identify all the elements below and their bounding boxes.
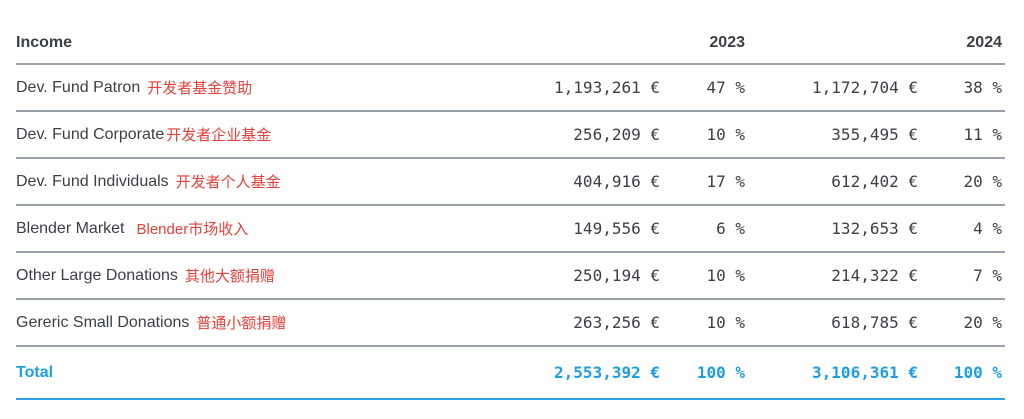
row-label: Gereric Small Donations 普通小额捐赠	[16, 300, 286, 345]
percent-2023: 10 %	[706, 266, 745, 285]
table-row: Other Large Donations 其他大额捐赠 250,194 € 10…	[16, 253, 1005, 300]
table-total-row: Total 2,553,392 € 100 % 3,106,361 € 100 …	[16, 347, 1005, 400]
value-2024: 132,653 €	[831, 219, 918, 238]
total-percent-2024: 100 %	[953, 363, 1002, 382]
value-2023: 149,556 €	[573, 219, 660, 238]
total-percent-2023: 100 %	[696, 363, 745, 382]
row-label-en: Gereric Small Donations	[16, 313, 190, 331]
year-2023-header: 2023	[709, 33, 745, 51]
table-row: Dev. Fund Patron 开发者基金赞助 1,193,261 € 47 %…	[16, 65, 1005, 112]
percent-2024: 38 %	[963, 78, 1002, 97]
income-column-header: Income	[16, 33, 73, 51]
value-2023: 250,194 €	[573, 266, 660, 285]
value-2024: 1,172,704 €	[812, 78, 918, 97]
value-2024: 612,402 €	[831, 172, 918, 191]
percent-2023: 17 %	[706, 172, 745, 191]
percent-2024: 7 %	[973, 266, 1002, 285]
row-label: Dev. Fund Patron 开发者基金赞助	[16, 65, 252, 110]
percent-2023: 10 %	[706, 313, 745, 332]
percent-2024: 20 %	[963, 172, 1002, 191]
row-label-en: Other Large Donations	[16, 266, 178, 284]
value-2024: 355,495 €	[831, 125, 918, 144]
table-header-row: Income 2023 2024	[16, 22, 1005, 65]
table-row: Gereric Small Donations 普通小额捐赠 263,256 € …	[16, 300, 1005, 347]
row-label-cn: 开发者企业基金	[166, 127, 272, 144]
total-label: Total	[16, 363, 54, 381]
value-2023: 256,209 €	[573, 125, 660, 144]
table-row: Blender Market Blender市场收入 149,556 € 6 % …	[16, 206, 1005, 253]
row-label-en: Blender Market	[16, 219, 125, 237]
row-label: Other Large Donations 其他大额捐赠	[16, 253, 275, 298]
table-row: Dev. Fund Individuals 开发者个人基金 404,916 € 1…	[16, 159, 1005, 206]
row-label: Dev. Fund Corporate 开发者企业基金	[16, 112, 271, 157]
percent-2024: 20 %	[963, 313, 1002, 332]
row-label-cn: 开发者基金赞助	[147, 80, 253, 97]
percent-2023: 6 %	[716, 219, 745, 238]
value-2023: 263,256 €	[573, 313, 660, 332]
percent-2024: 4 %	[973, 219, 1002, 238]
row-label-cn: 其他大额捐赠	[184, 268, 275, 285]
row-label-cn: 开发者个人基金	[175, 174, 281, 191]
total-value-2023: 2,553,392 €	[554, 363, 660, 382]
row-label: Dev. Fund Individuals 开发者个人基金	[16, 159, 281, 204]
row-label-en: Dev. Fund Patron	[16, 78, 141, 96]
year-2024-header: 2024	[966, 33, 1002, 51]
row-label-cn: Blender市场收入	[136, 221, 249, 238]
row-label-cn: 普通小额捐赠	[196, 315, 287, 332]
value-2024: 618,785 €	[831, 313, 918, 332]
percent-2024: 11 %	[963, 125, 1002, 144]
row-label-en: Dev. Fund Corporate	[16, 125, 165, 143]
percent-2023: 47 %	[706, 78, 745, 97]
value-2023: 1,193,261 €	[554, 78, 660, 97]
value-2023: 404,916 €	[573, 172, 660, 191]
row-label: Blender Market Blender市场收入	[16, 206, 248, 251]
income-table: Income 2023 2024 Dev. Fund Patron 开发者基金赞助…	[16, 22, 1005, 400]
table-row: Dev. Fund Corporate 开发者企业基金 256,209 € 10 …	[16, 112, 1005, 159]
total-value-2024: 3,106,361 €	[812, 363, 918, 382]
row-label-en: Dev. Fund Individuals	[16, 172, 169, 190]
value-2024: 214,322 €	[831, 266, 918, 285]
percent-2023: 10 %	[706, 125, 745, 144]
